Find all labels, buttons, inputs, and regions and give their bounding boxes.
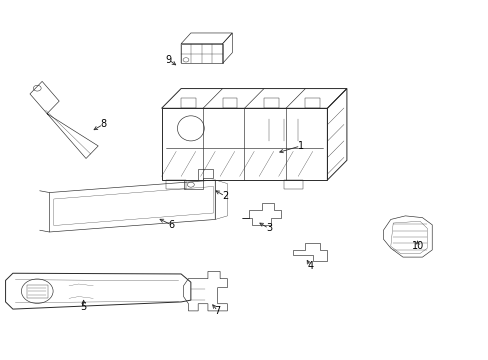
Text: 7: 7 bbox=[214, 306, 221, 316]
Text: 10: 10 bbox=[410, 241, 423, 251]
Text: 6: 6 bbox=[168, 220, 174, 230]
Text: 8: 8 bbox=[100, 120, 106, 129]
Text: 9: 9 bbox=[165, 55, 172, 65]
Text: 1: 1 bbox=[297, 141, 303, 151]
Text: 4: 4 bbox=[306, 261, 313, 271]
Text: 3: 3 bbox=[265, 224, 271, 233]
Text: 2: 2 bbox=[222, 191, 228, 201]
Text: 5: 5 bbox=[81, 302, 86, 312]
